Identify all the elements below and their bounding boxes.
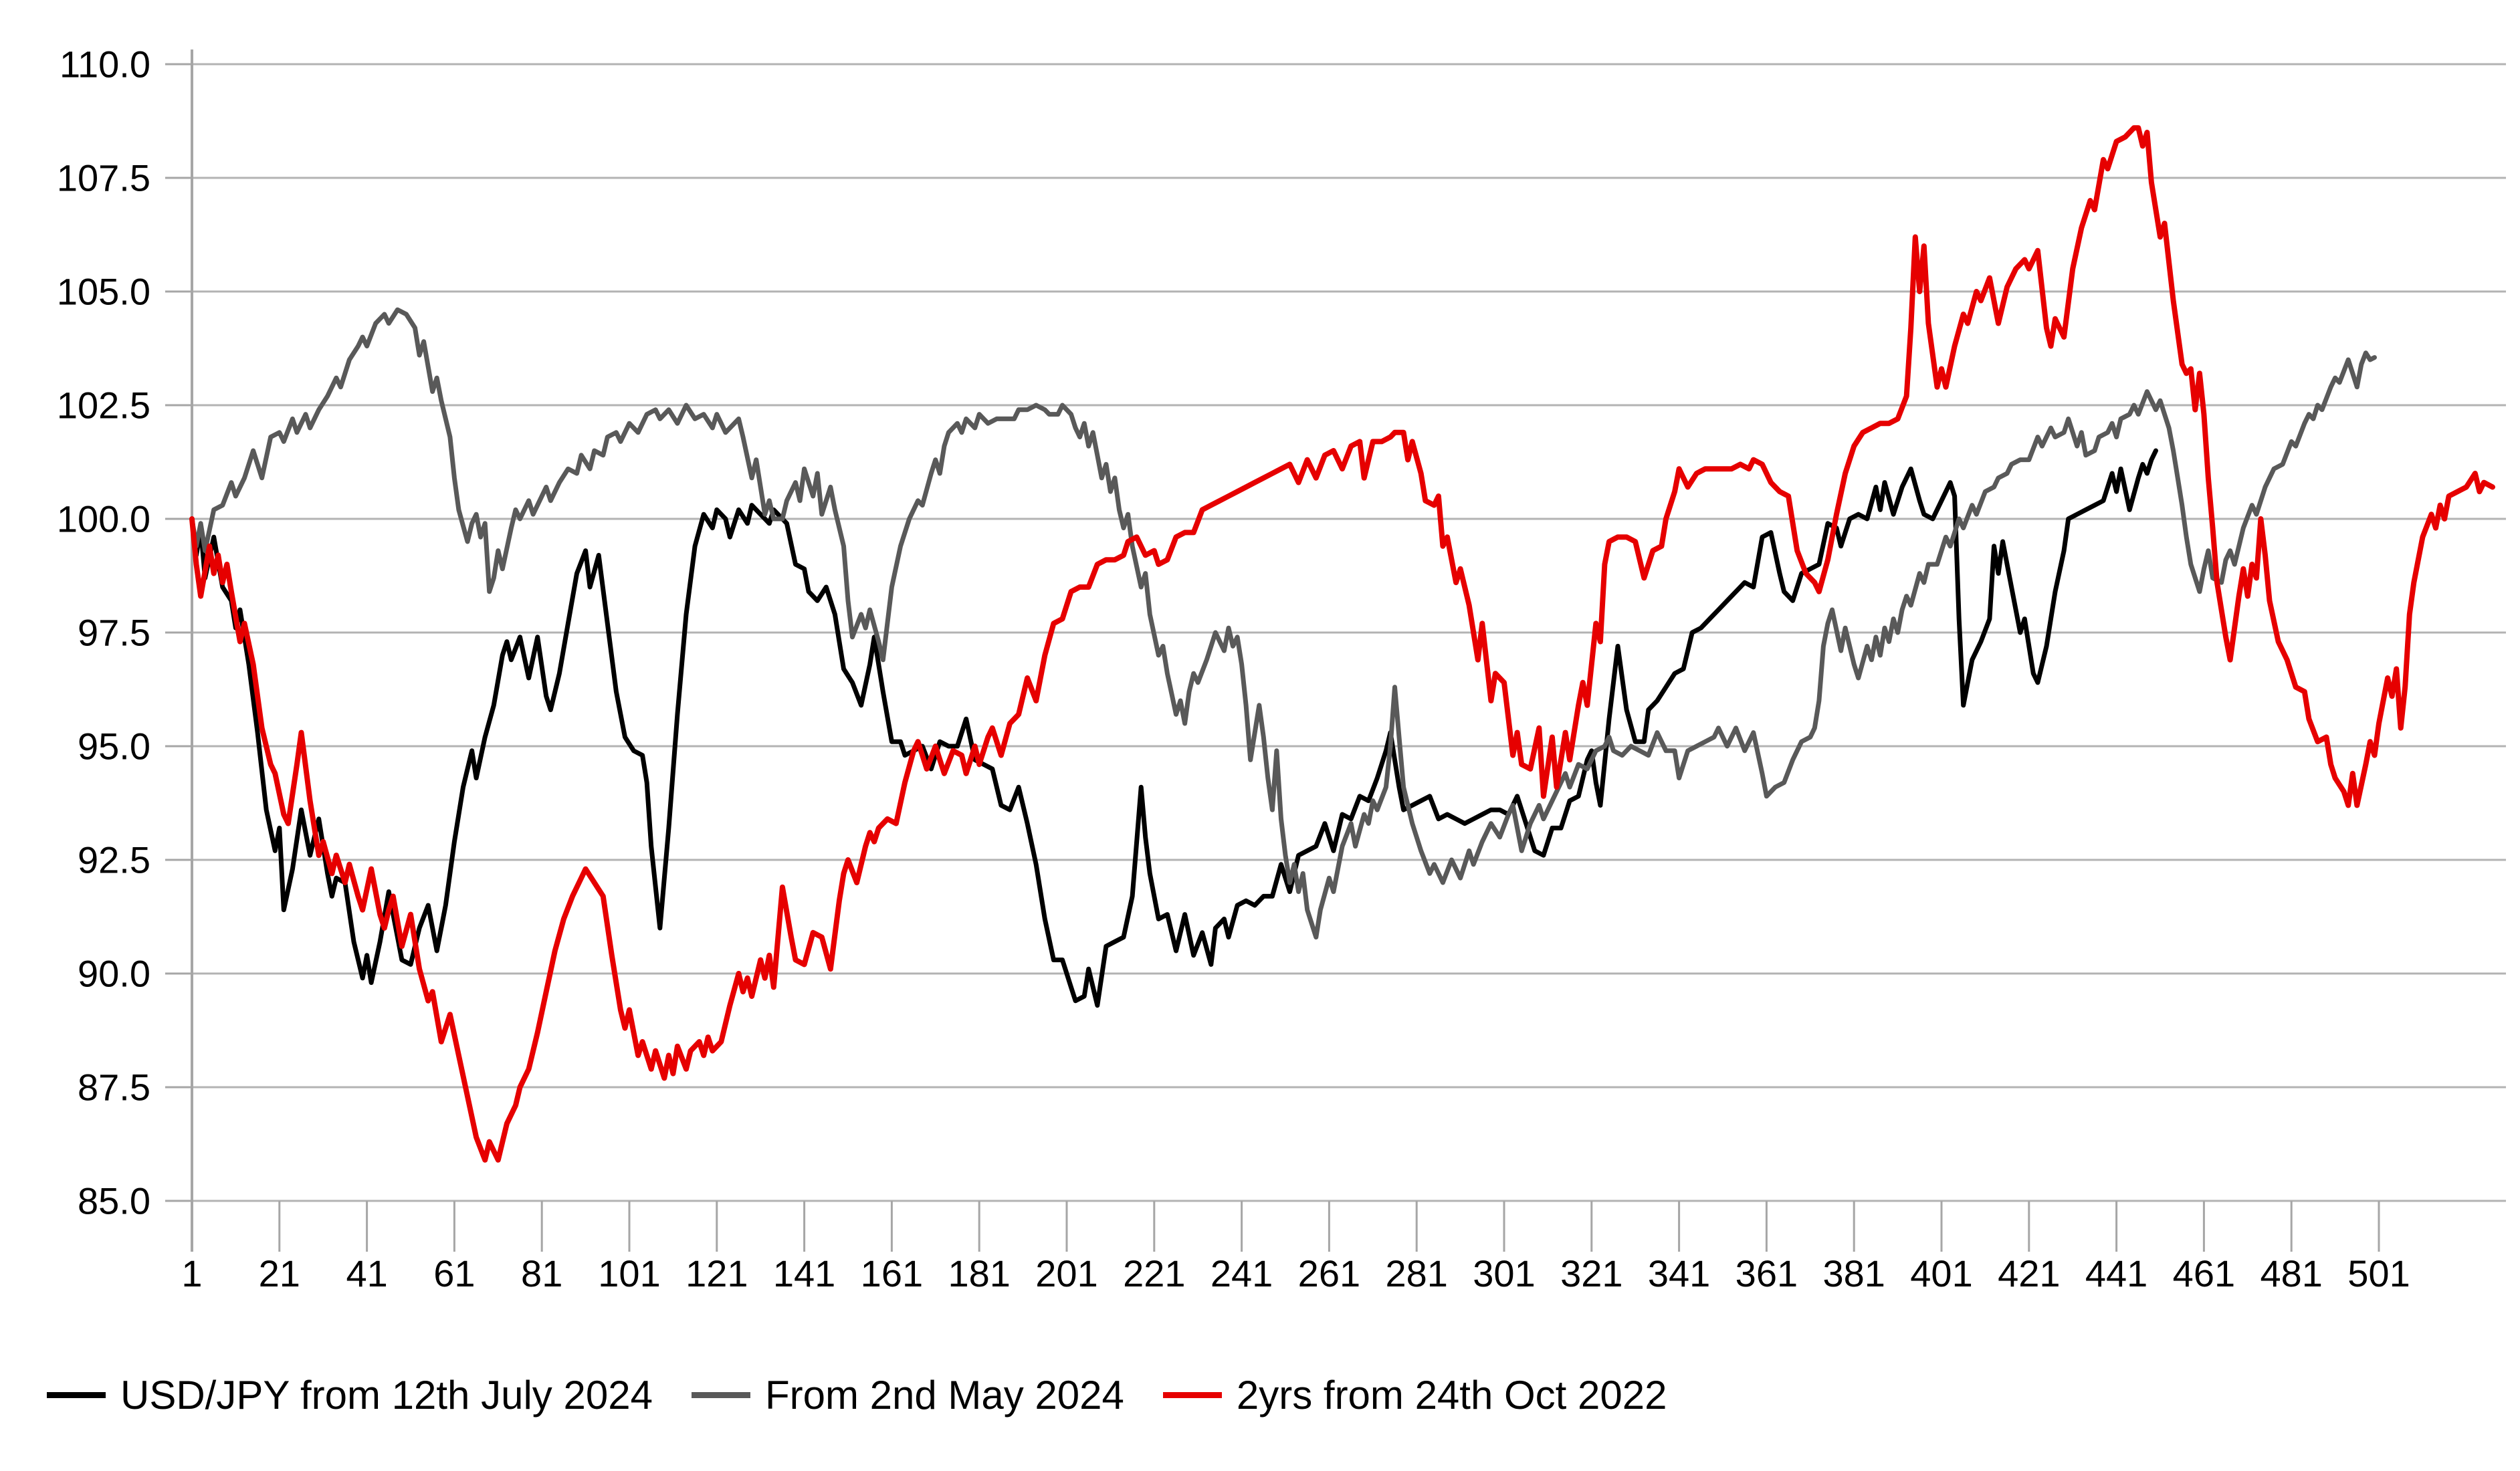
y-axis-tick-label: 95.0 bbox=[78, 725, 150, 768]
x-axis-tick-label: 21 bbox=[259, 1252, 300, 1294]
x-axis-tick-label: 221 bbox=[1123, 1252, 1185, 1294]
x-axis-tick-label: 1 bbox=[181, 1252, 202, 1294]
legend-label: From 2nd May 2024 bbox=[764, 1373, 1124, 1418]
series-line-from-2nd-may-2024 bbox=[189, 307, 2377, 940]
x-axis-tick-label: 441 bbox=[2085, 1252, 2147, 1294]
legend-swatch-black-line bbox=[47, 1392, 106, 1398]
x-axis-tick-label: 481 bbox=[2260, 1252, 2322, 1294]
legend-label: USD/JPY from 12th July 2024 bbox=[120, 1373, 653, 1418]
x-axis-tick-label: 461 bbox=[2173, 1252, 2235, 1294]
x-axis-tick-label: 101 bbox=[598, 1252, 660, 1294]
y-axis-tick-label: 97.5 bbox=[78, 612, 150, 654]
legend-swatch-gray-line bbox=[691, 1392, 750, 1398]
y-axis-tick-label: 92.5 bbox=[78, 839, 150, 881]
x-axis-tick-label: 81 bbox=[521, 1252, 562, 1294]
x-axis-tick-label: 301 bbox=[1473, 1252, 1535, 1294]
x-axis-tick-label: 321 bbox=[1560, 1252, 1622, 1294]
y-axis-tick-label: 102.5 bbox=[57, 384, 150, 427]
y-axis-tick-label: 87.5 bbox=[78, 1066, 150, 1109]
x-axis-tick-label: 361 bbox=[1736, 1252, 1798, 1294]
x-axis-tick-label: 281 bbox=[1385, 1252, 1447, 1294]
x-axis-tick-label: 181 bbox=[948, 1252, 1010, 1294]
chart-legend: USD/JPY from 12th July 2024 From 2nd May… bbox=[47, 1372, 1667, 1418]
x-axis-tick-label: 201 bbox=[1035, 1252, 1097, 1294]
x-axis-tick-label: 121 bbox=[686, 1252, 748, 1294]
x-axis-tick-label: 241 bbox=[1211, 1252, 1273, 1294]
legend-item-from-2nd-may: From 2nd May 2024 bbox=[691, 1372, 1124, 1418]
x-axis-tick-label: 141 bbox=[773, 1252, 835, 1294]
y-axis-tick-label: 110.0 bbox=[60, 43, 150, 86]
x-axis-tick-label: 501 bbox=[2347, 1252, 2410, 1294]
x-axis-tick-label: 381 bbox=[1822, 1252, 1885, 1294]
x-axis-tick-label: 161 bbox=[861, 1252, 923, 1294]
x-axis-tick-label: 421 bbox=[1998, 1252, 2060, 1294]
y-axis-tick-label: 100.0 bbox=[57, 498, 150, 540]
y-axis-tick-label: 107.5 bbox=[57, 157, 150, 199]
legend-label: 2yrs from 24th Oct 2022 bbox=[1236, 1373, 1667, 1418]
series-line-2yrs-from-24th-oct-2022 bbox=[189, 125, 2495, 1163]
y-axis-tick-label: 105.0 bbox=[57, 271, 150, 313]
x-axis-tick-label: 41 bbox=[346, 1252, 387, 1294]
legend-item-usdjpy-12-july: USD/JPY from 12th July 2024 bbox=[47, 1372, 653, 1418]
x-axis-tick-label: 401 bbox=[1910, 1252, 1972, 1294]
legend-item-2yrs-from-oct-2022: 2yrs from 24th Oct 2022 bbox=[1162, 1372, 1667, 1418]
legend-swatch-red-line bbox=[1162, 1392, 1222, 1398]
x-axis-tick-label: 341 bbox=[1648, 1252, 1710, 1294]
x-axis-tick-label: 261 bbox=[1298, 1252, 1360, 1294]
series-line-usd-jpy-from-12th-july-2024 bbox=[189, 448, 2158, 1008]
y-axis-tick-label: 85.0 bbox=[78, 1180, 150, 1222]
y-axis-tick-label: 90.0 bbox=[78, 953, 150, 995]
x-axis-tick-label: 61 bbox=[433, 1252, 475, 1294]
